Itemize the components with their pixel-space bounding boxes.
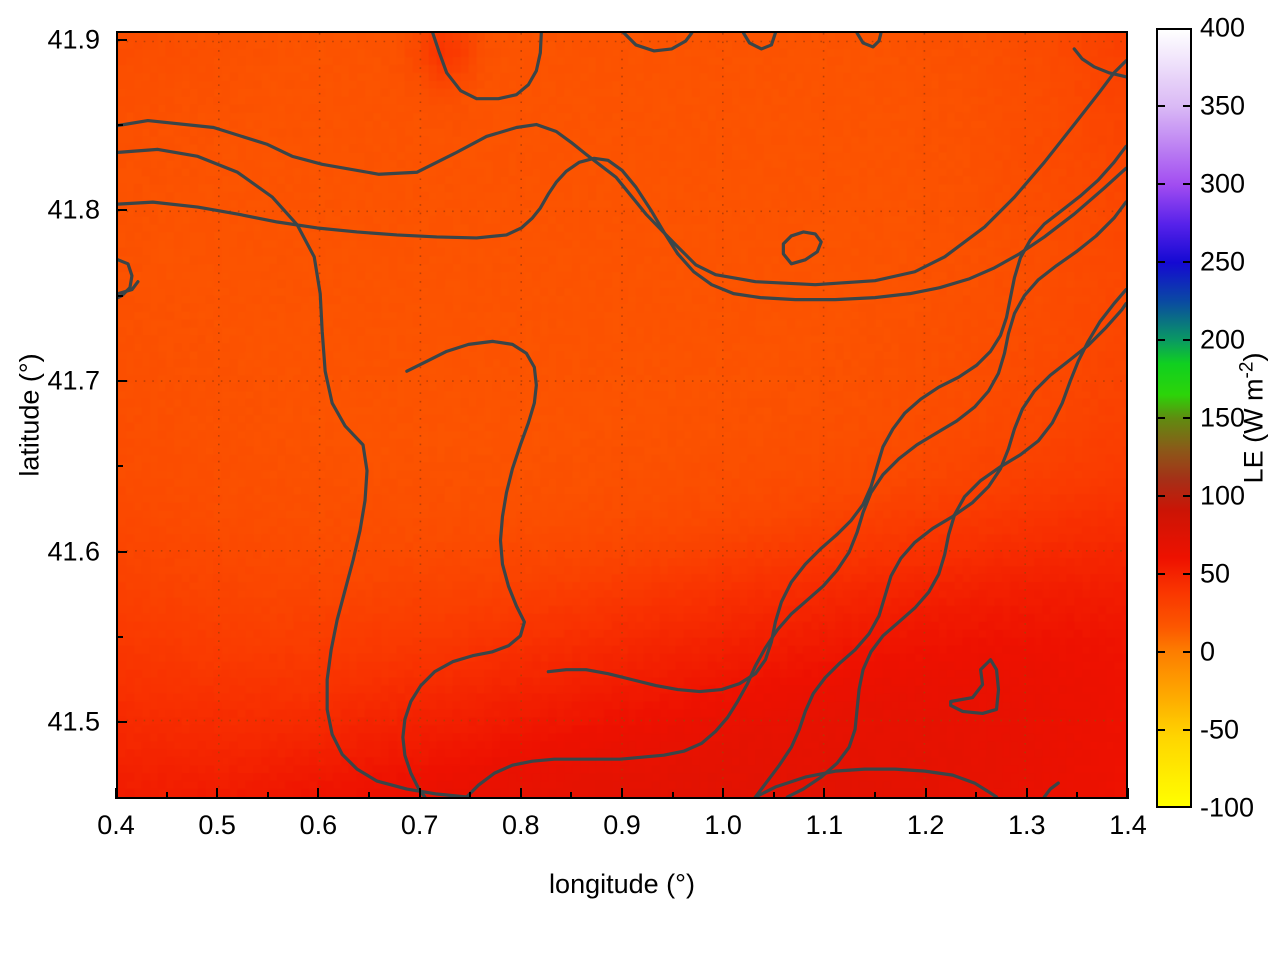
- colorbar-tick-mark: [1183, 339, 1192, 341]
- x-tick-label: 1.4: [1109, 810, 1147, 840]
- x-minor-tick-mark: [165, 792, 168, 799]
- x-minor-tick-mark: [469, 792, 472, 799]
- x-tick-mark: [722, 788, 725, 799]
- x-minor-tick-mark: [368, 792, 370, 799]
- x-minor-tick-mark: [772, 792, 775, 799]
- x-tick-mark: [924, 788, 927, 799]
- y-tick-label: 41.9: [47, 24, 100, 55]
- x-tick-mark: [1025, 788, 1028, 799]
- x-tick-label: 0.9: [603, 810, 641, 840]
- colorbar-tick-mark: [1156, 105, 1165, 107]
- colorbar-tick-mark: [1156, 339, 1165, 341]
- x-tick-mark: [317, 788, 320, 799]
- y-tick-mark: [116, 721, 127, 724]
- y-tick-mark: [116, 550, 127, 553]
- colorbar-tick-mark: [1183, 105, 1192, 107]
- x-tick-label: 1.3: [1008, 810, 1046, 840]
- colorbar-tick-mark: [1183, 183, 1192, 185]
- colorbar-tick-mark: [1156, 729, 1165, 731]
- colorbar-tick-mark: [1156, 651, 1165, 653]
- y-tick-mark: [116, 38, 127, 41]
- colorbar-tick-mark: [1183, 651, 1192, 653]
- x-tick-mark: [519, 788, 522, 799]
- y-minor-tick-mark: [116, 294, 123, 297]
- colorbar-tick-label: 150: [1200, 402, 1246, 433]
- colorbar-tick-mark: [1156, 417, 1165, 419]
- x-minor-tick-mark: [975, 792, 978, 799]
- gridlines: [118, 33, 1126, 797]
- y-minor-tick-mark: [116, 465, 123, 468]
- colorbar-tick-mark: [1156, 261, 1165, 263]
- x-tick-mark: [823, 788, 826, 799]
- colorbar-tick-label: 350: [1200, 90, 1246, 121]
- heatmap-plot-area: [116, 31, 1128, 799]
- x-tick-label: 1.2: [906, 810, 945, 840]
- x-axis-title: longitude (°): [549, 869, 695, 899]
- x-tick-mark: [216, 788, 219, 799]
- heatmap-field: [118, 33, 1126, 797]
- colorbar-tick-label: 50: [1200, 558, 1231, 589]
- y-tick-mark: [116, 209, 127, 212]
- y-tick-label: 41.5: [47, 706, 100, 737]
- colorbar-tick-label: 100: [1200, 480, 1246, 511]
- x-minor-tick-mark: [1076, 792, 1079, 799]
- x-tick-mark: [115, 788, 117, 799]
- x-tick-label: 0.5: [198, 810, 236, 840]
- colorbar-tick-label: -100: [1200, 792, 1255, 823]
- contour-overlay: [118, 33, 1126, 797]
- x-minor-tick-mark: [266, 792, 269, 799]
- x-tick-label: 1.1: [805, 810, 844, 840]
- y-minor-tick-mark: [116, 635, 123, 638]
- colorbar-title-superscript: -2: [1236, 361, 1258, 379]
- colorbar-tick-label: 400: [1200, 12, 1246, 43]
- y-tick-label: 41.7: [47, 365, 100, 396]
- colorbar-tick-mark: [1156, 495, 1165, 497]
- colorbar-tick-mark: [1183, 495, 1192, 497]
- colorbar-tick-label: 0: [1200, 636, 1216, 667]
- contour-lines: [118, 33, 1126, 797]
- colorbar-tick-mark: [1183, 261, 1192, 263]
- x-tick-label: 0.8: [502, 810, 540, 840]
- colorbar-tick-label: 250: [1200, 246, 1246, 277]
- colorbar-tick-mark: [1156, 183, 1165, 185]
- colorbar-tick-label: 300: [1200, 168, 1246, 199]
- colorbar-tick-mark: [1183, 417, 1192, 419]
- x-minor-tick-mark: [874, 792, 876, 799]
- x-tick-label: 0.4: [97, 810, 135, 840]
- colorbar-tick-label: 200: [1200, 324, 1246, 355]
- x-tick-mark: [418, 788, 421, 799]
- x-minor-tick-mark: [570, 792, 573, 799]
- y-tick-mark: [116, 379, 127, 382]
- x-tick-label: 1.0: [704, 810, 742, 840]
- x-tick-label: 0.7: [400, 810, 439, 840]
- y-minor-tick-mark: [116, 123, 123, 126]
- colorbar-tick-mark: [1183, 573, 1192, 575]
- colorbar-tick-mark: [1183, 729, 1192, 731]
- y-tick-label: 41.6: [47, 536, 100, 567]
- colorbar-tick-mark: [1156, 573, 1165, 575]
- y-tick-label: 41.8: [47, 194, 100, 225]
- x-tick-mark: [1127, 788, 1129, 799]
- x-tick-label: 0.6: [299, 810, 338, 840]
- colorbar-tick-label: -50: [1200, 714, 1240, 745]
- x-minor-tick-mark: [671, 792, 674, 799]
- x-tick-mark: [621, 788, 623, 799]
